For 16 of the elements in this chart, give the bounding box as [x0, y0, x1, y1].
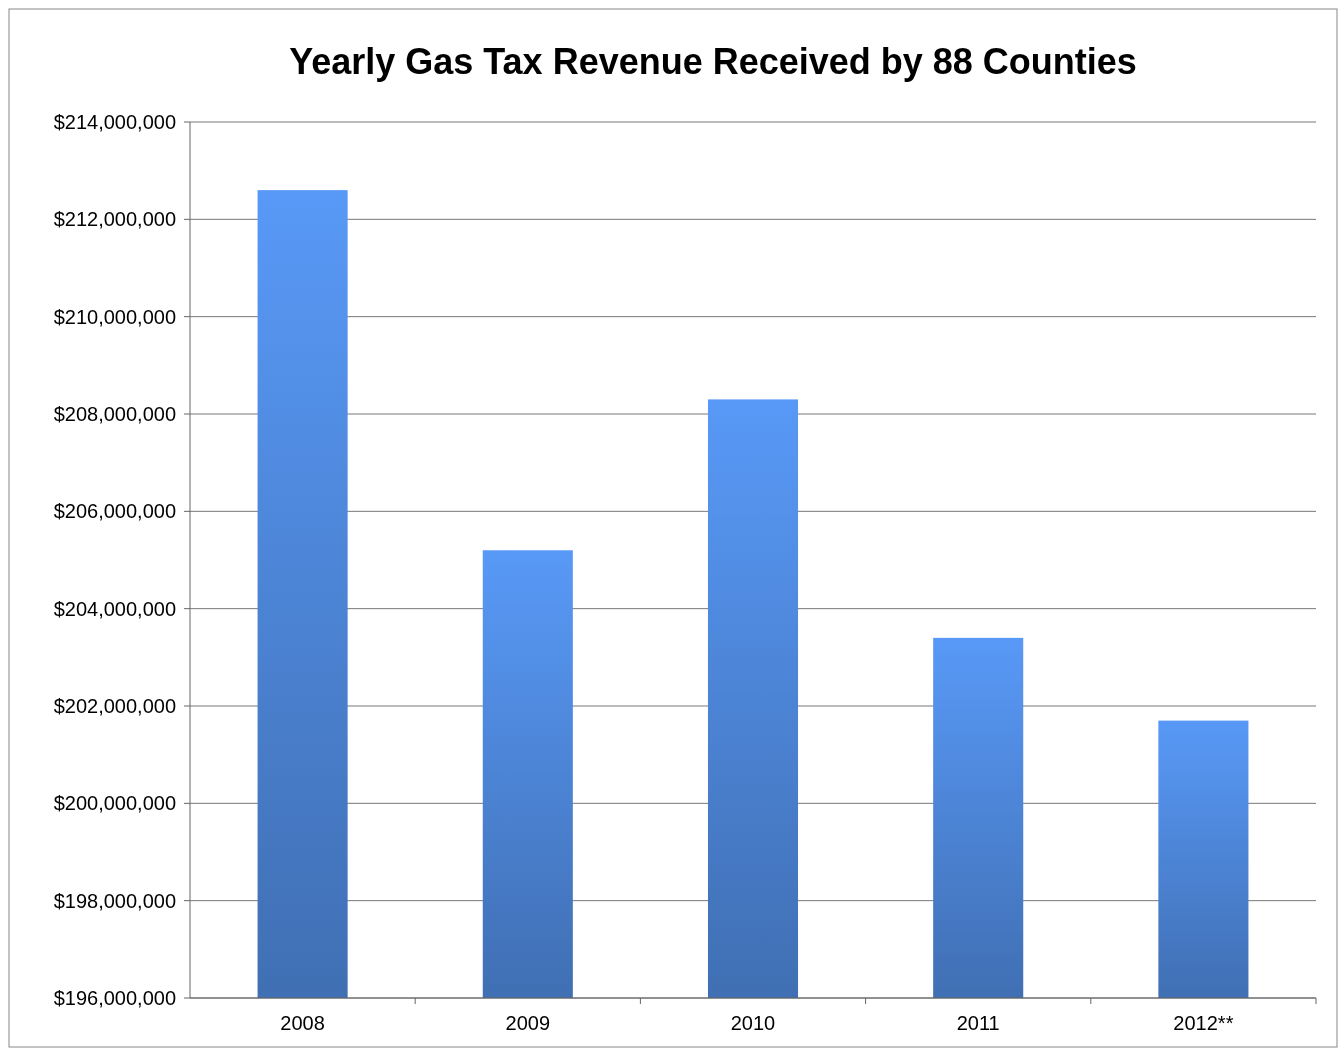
y-tick-label: $206,000,000 [53, 500, 176, 523]
y-tick-label: $214,000,000 [53, 111, 176, 133]
y-tick-label: $196,000,000 [53, 987, 176, 1009]
y-tick-label: $200,000,000 [53, 792, 176, 815]
x-tick-label: 2008 [280, 1012, 325, 1034]
y-tick-label: $204,000,000 [53, 597, 176, 620]
y-tick-label: $202,000,000 [53, 695, 176, 717]
x-tick-label: 2011 [956, 1012, 1000, 1034]
y-tick-label: $210,000,000 [53, 305, 176, 328]
y-tick-label: $198,000,000 [53, 889, 176, 912]
x-tick-label: 2012** [1173, 1012, 1234, 1034]
y-tick-label: $208,000,000 [53, 403, 176, 425]
chart-title: Yearly Gas Tax Revenue Received by 88 Counties [289, 41, 1137, 82]
x-tick-label: 2010 [730, 1012, 776, 1034]
x-tick-label: 2009 [505, 1012, 551, 1034]
y-tick-label: $212,000,000 [53, 208, 176, 231]
